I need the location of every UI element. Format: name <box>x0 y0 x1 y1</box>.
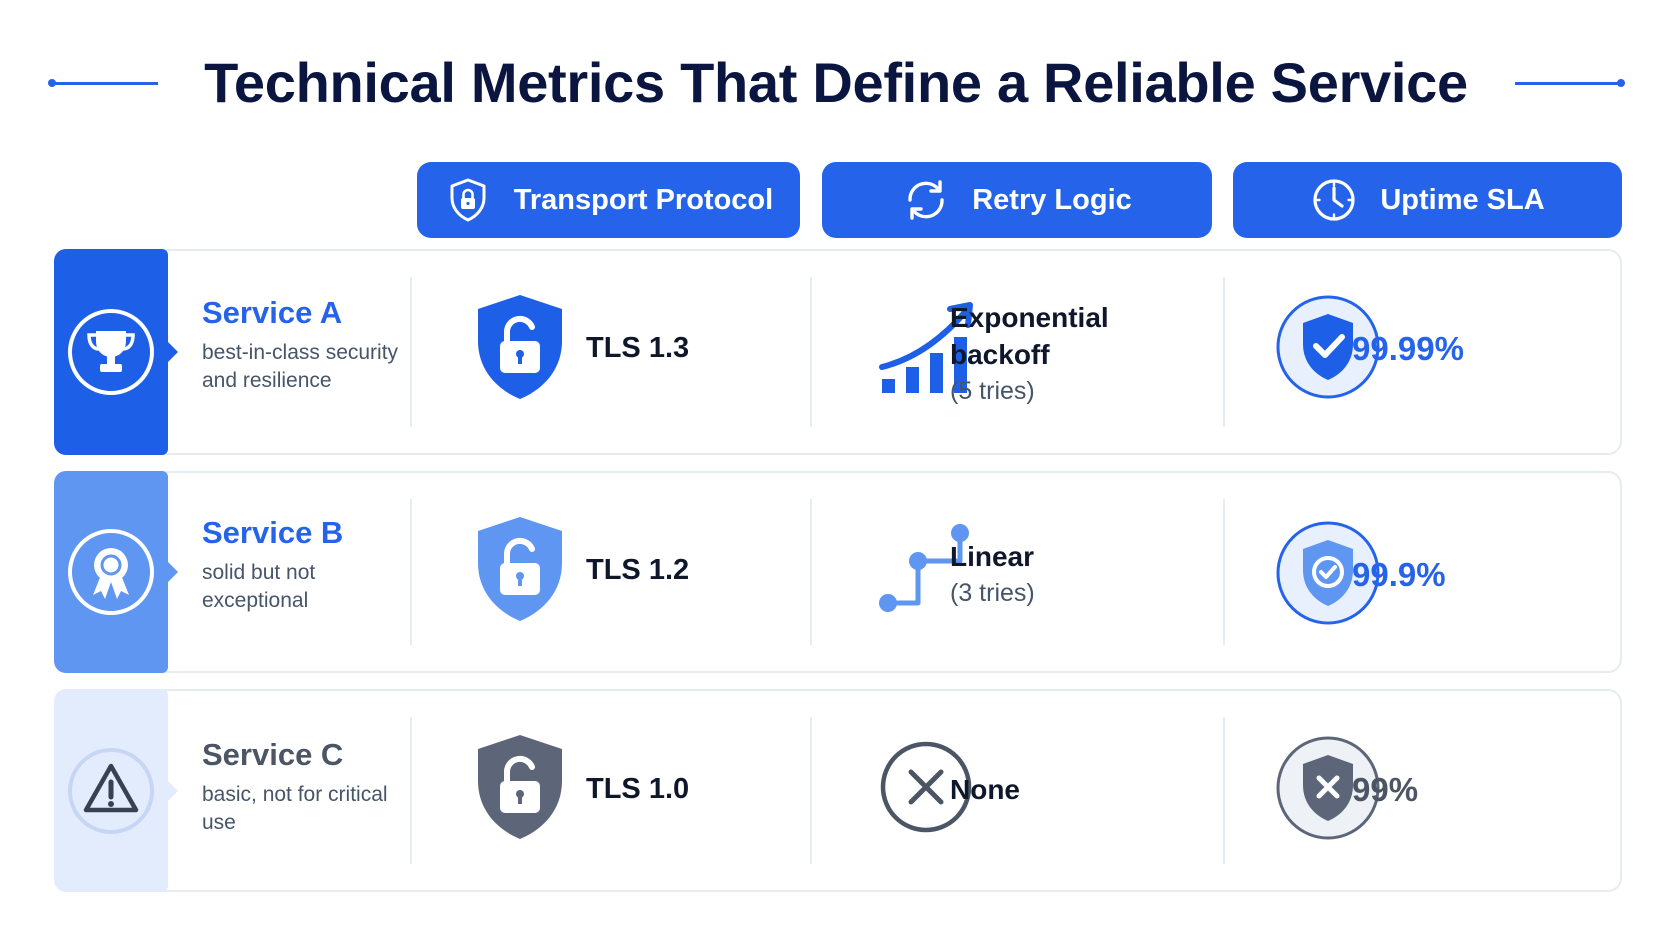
shield-check-icon <box>1276 521 1380 625</box>
column-divider <box>1223 277 1225 427</box>
protocol-icon-cell <box>474 513 566 625</box>
service-info: Service B solid but not exceptional <box>202 515 417 615</box>
service-description: solid but not exceptional <box>202 561 316 612</box>
protocol-value: TLS 1.3 <box>586 332 690 364</box>
service-row-c: Service C basic, not for critical use TL… <box>54 689 1622 892</box>
protocol-value: TLS 1.0 <box>586 773 690 805</box>
retry-icon-cell <box>878 523 978 615</box>
column-divider <box>410 717 412 864</box>
title-decoration-line-right <box>1515 82 1619 85</box>
service-description: best-in-class security and resilience <box>202 341 399 392</box>
service-badge <box>54 689 178 892</box>
award-ribbon-icon <box>68 529 154 615</box>
column-divider <box>1223 499 1225 645</box>
uptime-value: 99% <box>1352 771 1419 808</box>
service-name: Service C <box>202 737 344 772</box>
retry-method: None <box>950 774 1020 805</box>
protocol-value: TLS 1.2 <box>586 554 690 586</box>
shield-check-icon <box>1276 295 1380 399</box>
title-decoration-line-left <box>54 82 158 85</box>
page-title: Technical Metrics That Define a Reliable… <box>204 51 1468 114</box>
service-row-a: Service A best-in-class security and res… <box>54 249 1622 455</box>
column-header-label: Retry Logic <box>972 183 1132 216</box>
retry-method: Exponential backoff <box>950 302 1109 370</box>
title-decoration-dot-left <box>48 79 56 87</box>
title-row: Technical Metrics That Define a Reliable… <box>0 40 1672 124</box>
retry-value: Linear (3 tries) <box>950 538 1140 612</box>
warning-icon <box>68 747 154 834</box>
service-badge <box>54 249 178 455</box>
retry-value: None <box>950 771 1140 808</box>
service-info: Service A best-in-class security and res… <box>202 295 417 395</box>
uptime-icon-cell <box>1275 735 1381 841</box>
column-header-transport-protocol: Transport Protocol <box>417 162 800 238</box>
retry-icon-cell <box>878 739 974 835</box>
column-divider <box>410 277 412 427</box>
shield-unlocked-icon <box>478 295 562 399</box>
column-divider <box>410 499 412 645</box>
title-decoration-dot-right <box>1617 79 1625 87</box>
protocol-icon-cell <box>474 731 566 843</box>
shield-x-icon <box>1276 736 1380 840</box>
service-badge <box>54 471 178 673</box>
refresh-icon <box>908 180 944 220</box>
service-row-b: Service B solid but not exceptional TLS … <box>54 471 1622 673</box>
retry-method: Linear <box>950 541 1035 572</box>
service-description: basic, not for critical use <box>202 783 388 834</box>
column-header-label: Uptime SLA <box>1380 183 1545 216</box>
retry-detail: (3 tries) <box>950 579 1035 607</box>
column-header-uptime-sla: Uptime SLA <box>1233 162 1622 238</box>
protocol-icon-cell <box>474 291 566 403</box>
trophy-icon <box>68 309 154 395</box>
service-info: Service C basic, not for critical use <box>202 737 417 837</box>
retry-icon-cell <box>878 299 978 399</box>
column-divider <box>810 717 812 864</box>
shield-unlocked-icon <box>478 735 562 839</box>
clock-icon <box>1313 179 1355 221</box>
shield-unlocked-icon <box>478 517 562 621</box>
retry-value: Exponential backoff (5 tries) <box>950 299 1140 410</box>
service-name: Service B <box>202 515 344 550</box>
step-line-icon <box>879 524 969 612</box>
x-circle-icon <box>880 741 972 833</box>
column-divider <box>1223 717 1225 864</box>
uptime-value: 99.99% <box>1352 330 1464 367</box>
uptime-value: 99.9% <box>1352 556 1446 593</box>
growth-chart-icon <box>879 302 973 393</box>
service-name: Service A <box>202 295 343 330</box>
column-divider <box>810 277 812 427</box>
column-header-label: Transport Protocol <box>513 183 774 216</box>
retry-detail: (5 tries) <box>950 377 1035 405</box>
uptime-icon-cell <box>1275 520 1381 626</box>
shield-lock-icon <box>450 178 486 222</box>
column-divider <box>810 499 812 645</box>
uptime-icon-cell <box>1275 294 1381 400</box>
column-header-retry-logic: Retry Logic <box>822 162 1212 238</box>
